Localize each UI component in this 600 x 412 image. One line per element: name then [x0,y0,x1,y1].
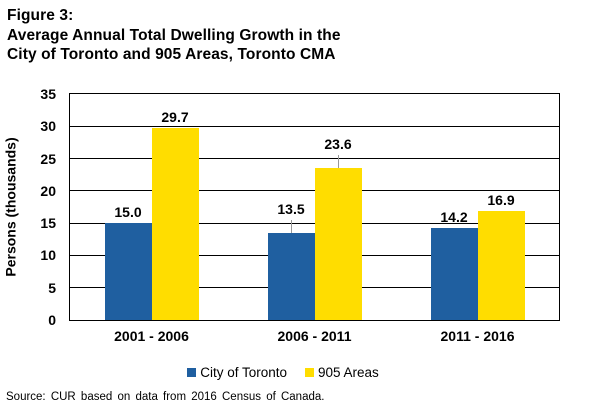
plot-area: 15.0 29.7 13.5 23.6 14.2 16.9 [69,93,560,321]
x-axis-label: 2006 - 2011 [277,328,352,344]
gridline [70,125,559,127]
bar-city-of-toronto-2001-2006 [104,223,152,320]
figure-title-line2: Average Annual Total Dwelling Growth in … [7,26,341,44]
y-tick-label: 20 [40,182,56,199]
x-axis-label: 2011 - 2016 [440,328,515,344]
figure-title: Figure 3: Average Annual Total Dwelling … [7,6,341,65]
legend-label: City of Toronto [200,364,287,380]
bar-value-label: 13.5 [277,200,305,217]
source-note: Source: CUR based on data from 2016 Cens… [6,391,325,403]
chart-legend: City of Toronto 905 Areas [0,364,566,380]
bar-value-label: 15.0 [114,204,142,221]
legend-item-905-areas: 905 Areas [305,365,379,380]
y-tick-label: 30 [40,118,56,135]
y-tick-label: 5 [48,279,56,296]
bar-905-areas-2006-2011 [314,167,362,320]
figure-title-line1: Figure 3: [7,7,74,24]
bar-city-of-toronto-2011-2016 [430,228,478,320]
y-tick-label: 0 [48,312,56,328]
bar-value-label: 16.9 [487,191,515,208]
y-tick-label: 35 [40,86,56,102]
y-tick-label: 25 [40,150,56,167]
y-tick-label: 10 [40,247,56,264]
bar-905-areas-2011-2016 [477,210,525,320]
legend-swatch [187,367,197,377]
label-leader-line [338,154,339,168]
legend-item-city-of-toronto: City of Toronto [187,365,287,380]
gridline [70,158,559,160]
figure-title-line3: City of Toronto and 905 Areas, Toronto C… [7,46,336,63]
legend-swatch [305,367,314,377]
y-tick-label: 15 [40,215,56,232]
legend-label: 905 Areas [318,364,379,380]
x-axis-label: 2001 - 2006 [114,328,189,344]
bar-city-of-toronto-2006-2011 [267,232,315,320]
bar-value-label: 14.2 [440,209,468,226]
bar-value-label: 23.6 [324,135,352,152]
bar-905-areas-2001-2006 [151,128,199,320]
label-leader-line [291,219,292,233]
bar-value-label: 29.7 [161,109,189,126]
